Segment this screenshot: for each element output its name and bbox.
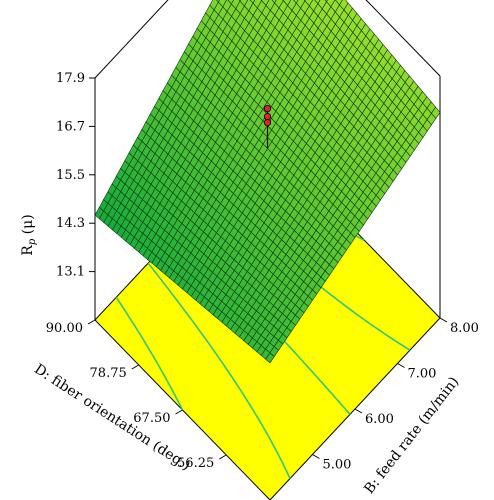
z-axis-ticks: 13.1 14.3 15.5 16.7 17.9 xyxy=(56,71,95,280)
contour-line xyxy=(147,262,291,479)
y-tick-mark xyxy=(87,319,96,325)
x-tick-label: 8.00 xyxy=(450,321,479,336)
surface-cell xyxy=(265,352,275,364)
z-tick-label: 13.1 xyxy=(56,265,85,280)
x-axis-title: B: feed rate (m/min) xyxy=(361,374,462,497)
x-tick-mark xyxy=(312,454,320,459)
contour-line xyxy=(115,296,184,411)
x-tick-mark xyxy=(397,363,405,368)
z-tick-label: 14.3 xyxy=(56,216,85,231)
y-tick-label: 67.50 xyxy=(133,411,170,426)
frame-top-right-edge xyxy=(365,0,441,77)
surface-cell xyxy=(293,0,299,4)
design-point xyxy=(263,112,272,121)
y-tick-label: 56.25 xyxy=(177,456,214,471)
design-point xyxy=(263,104,272,113)
z-tick-label: 16.7 xyxy=(56,119,85,134)
y-tick-label: 90.00 xyxy=(46,321,83,336)
x-axis-ticks: 4.005.006.007.008.00 xyxy=(270,317,479,500)
design-points xyxy=(263,104,272,149)
design-point xyxy=(263,118,272,127)
y-tick-mark xyxy=(131,364,139,370)
x-tick-label: 7.00 xyxy=(408,367,437,382)
x-tick-label: 5.00 xyxy=(323,458,352,473)
z-axis-title: Rp (μ) xyxy=(20,214,38,255)
x-tick-label: 6.00 xyxy=(365,412,394,427)
x-tick-mark xyxy=(354,408,363,414)
frame-top-left-edge xyxy=(94,0,169,79)
response-surface xyxy=(94,0,441,364)
z-tick-label: 17.9 xyxy=(56,71,85,86)
z-tick-label: 15.5 xyxy=(56,168,85,183)
y-tick-mark xyxy=(175,409,183,415)
surface-cell xyxy=(271,0,277,4)
y-tick-mark xyxy=(219,454,227,460)
x-tick-mark xyxy=(439,317,448,323)
y-tick-label: 78.75 xyxy=(90,366,127,381)
